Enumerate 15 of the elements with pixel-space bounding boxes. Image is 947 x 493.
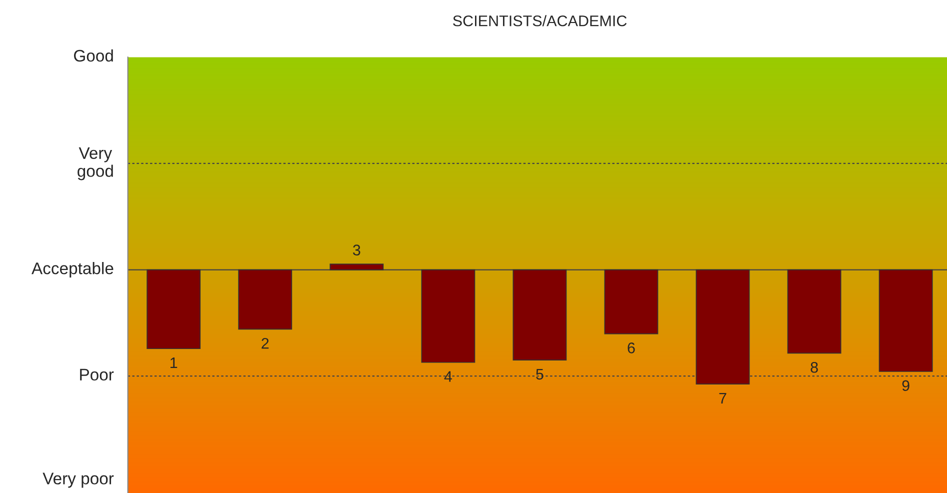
x-tick-label: 6 — [628, 342, 635, 354]
x-tick-label: 2 — [262, 338, 269, 349]
text: Good — [74, 49, 113, 62]
x-tick-label: 7 — [719, 392, 726, 404]
x-tick-label: 9 — [902, 380, 910, 392]
chart-title: SCIENTISTS/ACADEMIC — [453, 15, 627, 26]
x-tick-label: 5 — [536, 368, 544, 380]
x-tick-label: 3 — [352, 244, 360, 256]
x-tick-label: 4 — [444, 371, 452, 382]
ref-line-label: Very good — [78, 147, 113, 180]
x-tick-label: 8 — [810, 362, 818, 373]
x-tick-label: 1 — [170, 358, 178, 368]
ref-line-label: Acceptable — [32, 262, 114, 278]
text: Very poor — [42, 472, 114, 488]
ref-line-label: Poor — [80, 368, 114, 381]
